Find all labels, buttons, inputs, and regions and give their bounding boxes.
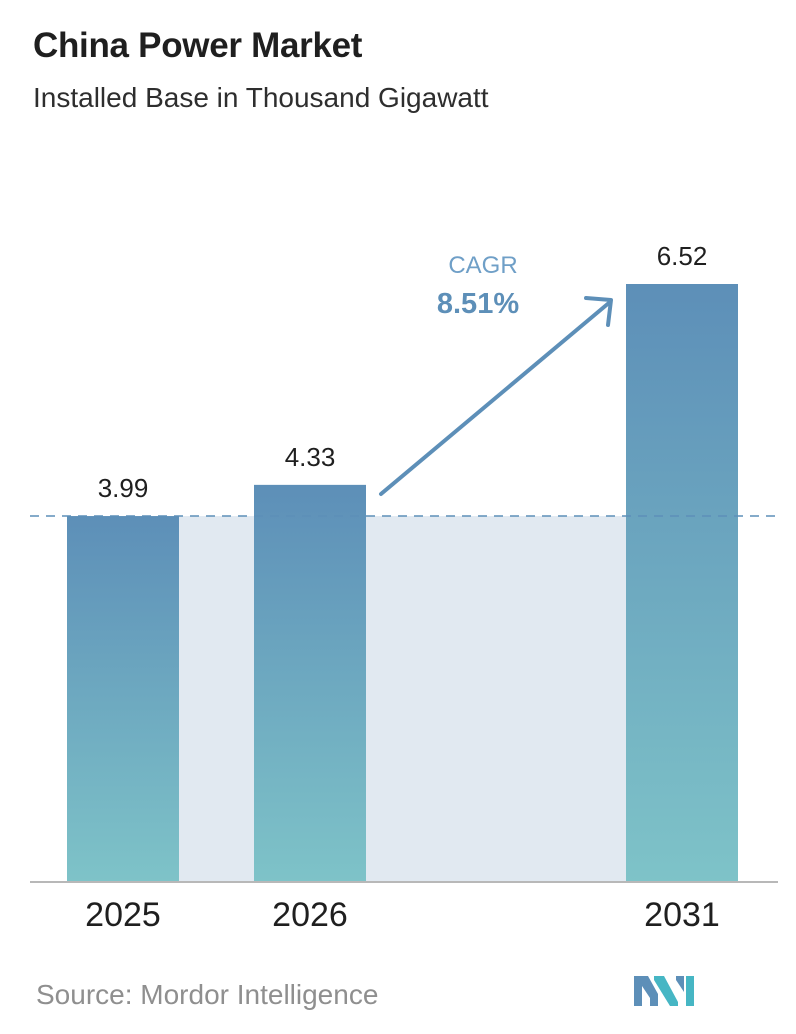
bars bbox=[67, 284, 738, 882]
cagr-annotation: CAGR 8.51% bbox=[379, 252, 613, 496]
value-labels: 3.99 4.33 6.52 bbox=[98, 241, 708, 503]
chart-subtitle: Installed Base in Thousand Gigawatt bbox=[33, 82, 489, 113]
value-label-2025: 3.99 bbox=[98, 473, 149, 503]
x-tick-label-2025: 2025 bbox=[85, 896, 161, 934]
x-tick-label-2026: 2026 bbox=[272, 896, 348, 934]
x-tick-labels: 2025 2026 2031 bbox=[85, 896, 720, 934]
bar-2026 bbox=[254, 484, 366, 882]
cagr-arrow-icon bbox=[379, 300, 612, 496]
value-label-2026: 4.33 bbox=[285, 442, 336, 472]
bar-2025 bbox=[67, 516, 179, 882]
comparison-band bbox=[366, 516, 626, 882]
value-label-2031: 6.52 bbox=[657, 241, 708, 271]
cagr-arrowhead bbox=[584, 296, 613, 327]
source-note: Source: Mordor Intelligence bbox=[36, 979, 379, 1010]
bar-2031 bbox=[626, 284, 738, 882]
comparison-bands bbox=[179, 516, 626, 882]
comparison-band bbox=[179, 516, 254, 882]
cagr-value: 8.51% bbox=[437, 288, 519, 320]
chart-title: China Power Market bbox=[33, 26, 363, 65]
mordor-intelligence-logo-icon bbox=[634, 976, 694, 1006]
x-tick-label-2031: 2031 bbox=[644, 896, 720, 934]
cagr-label: CAGR bbox=[448, 252, 517, 279]
